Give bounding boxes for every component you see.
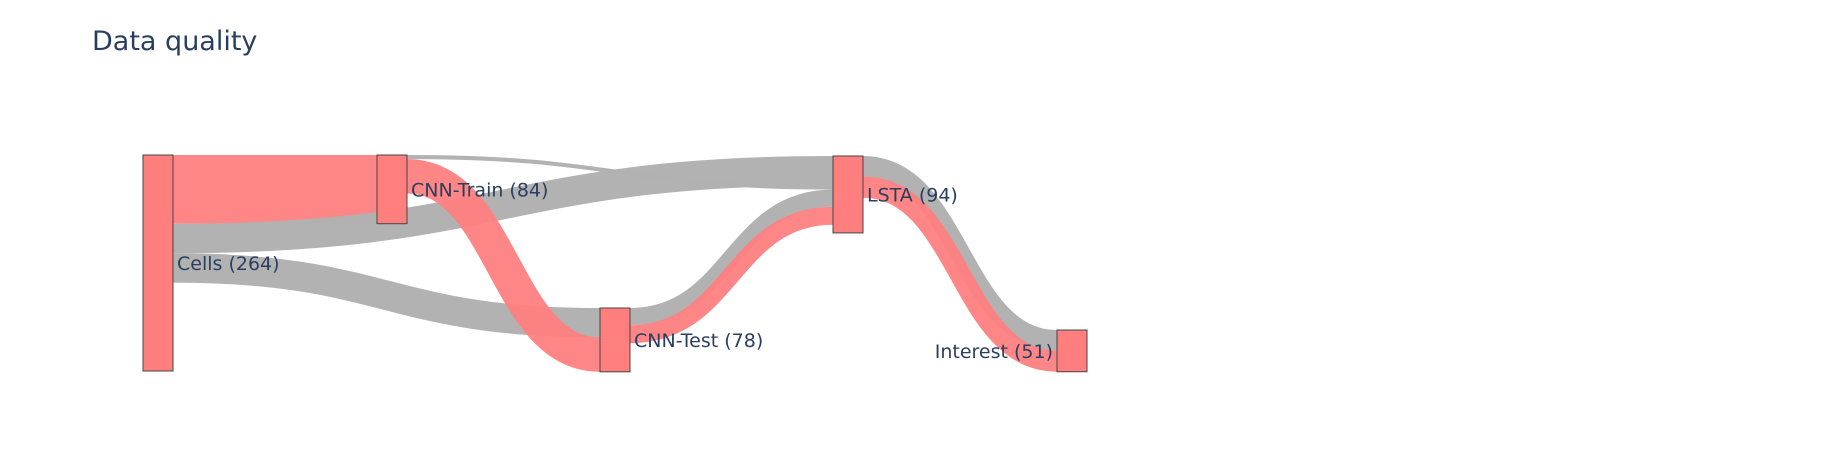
node-lsta — [832, 155, 864, 234]
link-cnn_train-to-cnn_test-highlight — [405, 159, 602, 372]
link-lsta-to-interest-highlight — [862, 176, 1058, 372]
links-layer — [172, 154, 1058, 372]
node-cnn_train — [376, 154, 408, 225]
node-cells — [142, 154, 174, 372]
link-cnn_test-to-lsta — [629, 189, 834, 326]
link-cnn_test-to-lsta-highlight — [629, 206, 834, 344]
node-label-cnn_test: CNN-Test (78) — [634, 330, 763, 352]
nodes-layer — [142, 154, 1088, 373]
link-cells-to-lsta — [172, 155, 834, 254]
link-cnn_train-to-lsta — [406, 154, 834, 190]
chart-title: Data quality — [92, 26, 257, 57]
node-label-cnn_train: CNN-Train (84) — [411, 179, 548, 201]
node-label-lsta: LSTA (94) — [867, 184, 958, 206]
labels-layer: Cells (264) CNN-Train (84) CNN-Test (78) LS… — [177, 179, 1053, 363]
node-label-cells: Cells (264) — [177, 253, 280, 275]
node-label-interest: Interest (51) — [935, 341, 1053, 363]
node-cnn_test — [599, 307, 631, 373]
node-interest — [1056, 329, 1088, 373]
